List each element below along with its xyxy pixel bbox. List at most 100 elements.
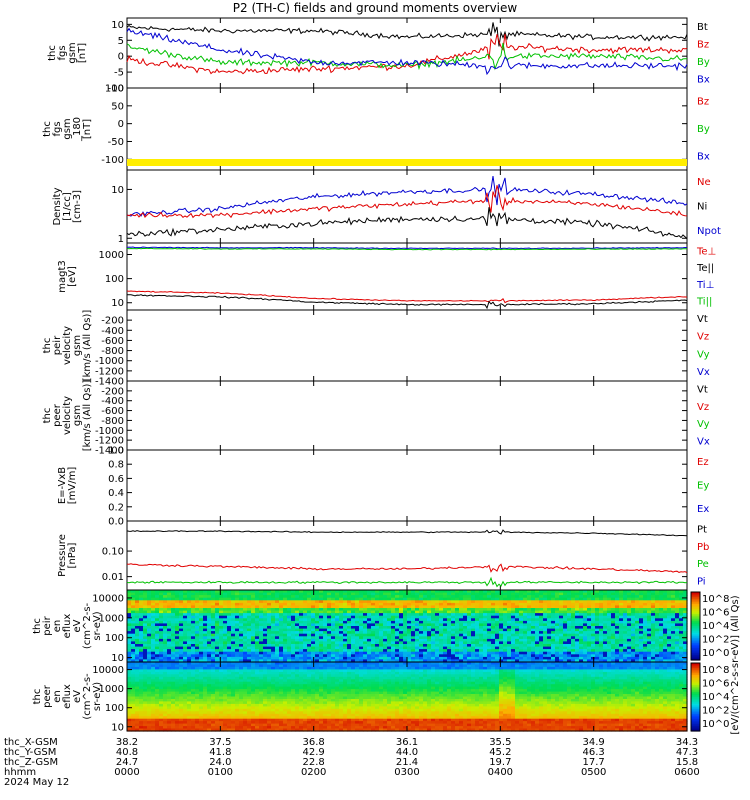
spectro-cell	[191, 728, 196, 732]
spectro-cell	[179, 716, 184, 720]
spectro-cell	[491, 595, 496, 599]
spectro-cell	[611, 623, 616, 627]
spectro-cell	[523, 641, 528, 645]
spectro-cell	[579, 618, 584, 622]
spectro-cell	[335, 659, 340, 663]
spectro-cell	[571, 633, 576, 637]
spectro-cell	[487, 631, 492, 635]
spectro-cell	[423, 592, 428, 596]
spectro-cell	[611, 618, 616, 622]
spectro-cell	[555, 602, 560, 607]
spectro-cell	[583, 646, 588, 650]
spectro-cell	[463, 631, 468, 635]
spectro-cell	[603, 600, 608, 604]
spectro-cell	[191, 592, 196, 596]
spectro-cell	[171, 708, 176, 712]
spectro-cell	[403, 608, 408, 612]
legend-Pi-pressure: Pi	[697, 576, 706, 587]
spectro-cell	[339, 608, 344, 612]
spectro-cell	[339, 628, 344, 632]
spectro-cell	[639, 633, 644, 637]
spectrogram-peir-spectrogram	[127, 590, 688, 663]
spectro-cell	[303, 644, 308, 648]
spectro-cell	[531, 651, 536, 655]
spectro-cell	[327, 636, 332, 640]
spectro-cell	[207, 676, 212, 680]
spectro-cell	[211, 721, 216, 725]
spectro-cell	[571, 641, 576, 645]
spectro-cell	[495, 656, 500, 661]
spectro-cell	[427, 649, 432, 653]
spectro-cell	[267, 605, 272, 609]
spectro-cell	[387, 631, 392, 635]
spectro-cell	[191, 723, 196, 727]
spectro-cell	[419, 595, 424, 599]
spectro-cell	[203, 608, 208, 612]
spectro-cell	[139, 664, 144, 668]
spectro-cell	[231, 633, 236, 637]
spectro-cell	[139, 610, 144, 614]
spectro-cell	[443, 623, 448, 627]
spectro-cell	[279, 613, 284, 617]
spectro-cell	[635, 641, 640, 645]
spectro-cell	[195, 716, 200, 720]
spectro-cell	[663, 628, 668, 632]
spectro-cell	[363, 626, 368, 630]
spectro-cell	[663, 638, 668, 643]
spectro-cell	[155, 696, 160, 700]
spectro-cell	[563, 638, 568, 643]
spectro-cell	[275, 656, 280, 661]
spectro-cell	[411, 659, 416, 663]
spectro-cell	[259, 651, 264, 655]
spectro-cell	[447, 590, 452, 594]
spectro-cell	[163, 721, 168, 725]
spectro-cell	[147, 676, 152, 680]
spectro-cell	[143, 676, 148, 680]
spectro-cell	[183, 644, 188, 648]
spectro-cell	[159, 618, 164, 622]
spectro-cell	[223, 679, 228, 683]
spectro-cell	[167, 691, 172, 695]
spectro-cell	[199, 669, 204, 673]
spectro-cell	[431, 600, 436, 604]
spectro-cell	[571, 590, 576, 594]
spectro-cell	[131, 600, 136, 604]
spectro-cell	[219, 656, 224, 661]
spectro-cell	[631, 649, 636, 653]
spectro-cell	[171, 699, 176, 703]
spectro-cell	[503, 631, 508, 635]
spectro-cell	[183, 626, 188, 630]
spectro-cell	[227, 623, 232, 627]
spectro-cell	[579, 600, 584, 604]
spectro-cell	[543, 613, 548, 617]
spectro-cell	[535, 646, 540, 650]
spectro-cell	[155, 723, 160, 727]
spectro-cell	[387, 626, 392, 630]
spectro-cell	[239, 590, 244, 594]
spectro-cell	[651, 618, 656, 622]
spectro-cell	[179, 644, 184, 648]
spectro-cell	[127, 620, 132, 625]
spectro-cell	[379, 626, 384, 630]
spectro-cell	[583, 590, 588, 594]
spectro-cell	[663, 644, 668, 648]
spectro-cell	[127, 666, 132, 670]
spectro-cell	[579, 613, 584, 617]
spectro-cell	[611, 595, 616, 599]
spectro-cell	[127, 605, 132, 609]
spectro-cell	[463, 620, 468, 625]
spectro-cell	[471, 610, 476, 614]
spectro-cell	[427, 623, 432, 627]
spectro-cell	[151, 646, 156, 650]
spectro-cell	[455, 620, 460, 625]
spectro-cell	[615, 644, 620, 648]
spectro-cell	[439, 646, 444, 650]
spectro-cell	[651, 646, 656, 650]
spectro-cell	[367, 636, 372, 640]
spectro-cell	[159, 590, 164, 594]
spectro-cell	[131, 610, 136, 614]
spectro-cell	[163, 706, 168, 710]
spectro-cell	[171, 620, 176, 625]
spectro-cell	[431, 615, 436, 619]
spectro-cell	[267, 651, 272, 655]
